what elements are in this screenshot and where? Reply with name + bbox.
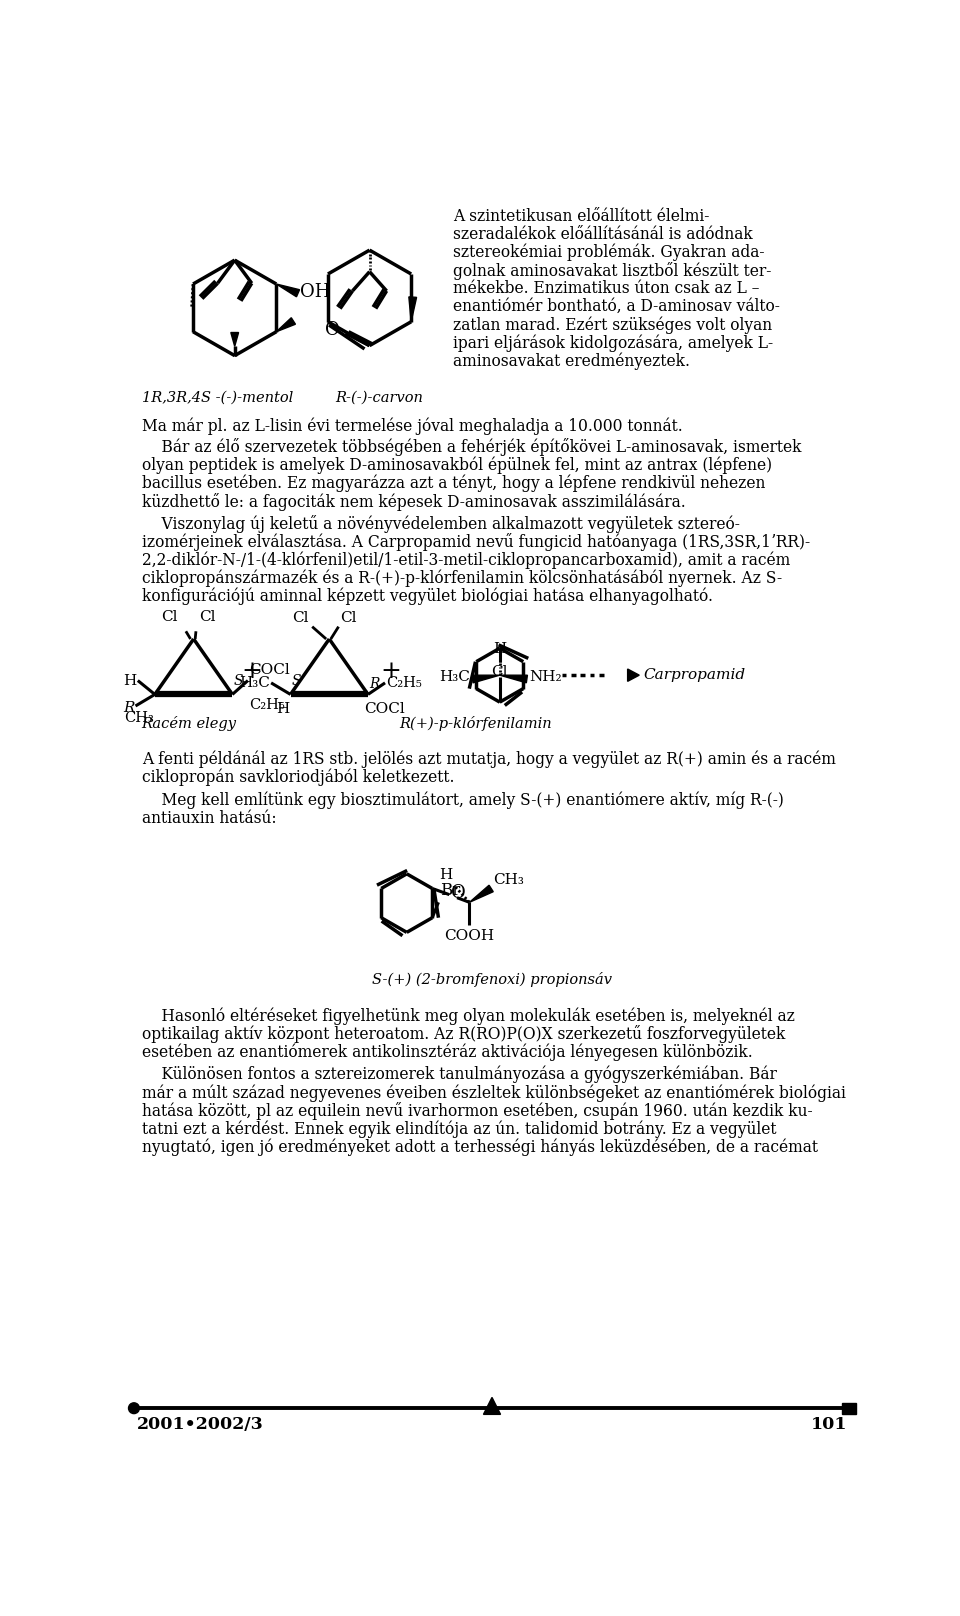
Text: A szintetikusan előállított élelmi-: A szintetikusan előállított élelmi- <box>453 208 709 225</box>
Text: COOH: COOH <box>444 929 494 942</box>
Text: OH: OH <box>300 283 330 301</box>
Text: H₃C: H₃C <box>440 671 470 685</box>
Text: S-(+) (2-bromfenoxi) propionsáv: S-(+) (2-bromfenoxi) propionsáv <box>372 973 612 987</box>
Text: Br: Br <box>440 882 460 898</box>
Text: S: S <box>234 674 244 688</box>
Text: R: R <box>370 677 380 690</box>
Text: R-(-)-carvon: R-(-)-carvon <box>335 391 423 404</box>
Text: aminosavakat eredményeztek.: aminosavakat eredményeztek. <box>453 352 690 370</box>
Text: C₂H₅: C₂H₅ <box>250 698 285 713</box>
Text: +: + <box>381 659 401 684</box>
Polygon shape <box>409 297 417 322</box>
Text: COCl: COCl <box>250 664 290 677</box>
Text: R(+)-p-klórfenilamin: R(+)-p-klórfenilamin <box>399 716 552 730</box>
Text: CH₃: CH₃ <box>125 711 155 726</box>
Text: sztereokémiai problémák. Gyakran ada-: sztereokémiai problémák. Gyakran ada- <box>453 244 765 262</box>
Text: H: H <box>276 701 289 716</box>
Text: Cl: Cl <box>199 609 216 624</box>
Text: H: H <box>439 868 452 882</box>
Text: CH₃: CH₃ <box>492 873 523 887</box>
Text: tatni ezt a kérdést. Ennek egyik elindítója az ún. talidomid botrány. Ez a vegyü: tatni ezt a kérdést. Ennek egyik elindít… <box>142 1120 777 1138</box>
Text: Viszonylag új keletű a növényvédelemben alkalmazott vegyületek sztereó-: Viszonylag új keletű a növényvédelemben … <box>142 516 739 533</box>
Text: 1R,3R,4S -(-)-mentol: 1R,3R,4S -(-)-mentol <box>142 391 293 404</box>
Polygon shape <box>472 675 500 684</box>
Polygon shape <box>469 886 493 902</box>
Text: izomérjeinek elválasztása. A Carpropamid nevű fungicid hatóanyaga (1RS,3SR,1ʼRR): izomérjeinek elválasztása. A Carpropamid… <box>142 533 810 551</box>
Polygon shape <box>500 675 527 684</box>
Text: Cl: Cl <box>161 609 179 624</box>
Text: H: H <box>123 674 136 687</box>
Polygon shape <box>230 333 239 346</box>
Text: enantiómér bontható, a D-aminosav válto-: enantiómér bontható, a D-aminosav válto- <box>453 299 780 315</box>
Text: nyugtató, igen jó eredményeket adott a terhességi hányás leküzdésében, de a racé: nyugtató, igen jó eredményeket adott a t… <box>142 1138 818 1155</box>
Text: H: H <box>493 642 506 656</box>
Text: szeradalékok előállításánál is adódnak: szeradalékok előállításánál is adódnak <box>453 226 753 242</box>
Polygon shape <box>484 1398 500 1414</box>
Text: ciklopropán savkloriodjából keletkezett.: ciklopropán savkloriodjából keletkezett. <box>142 769 454 787</box>
Polygon shape <box>628 669 639 682</box>
Text: H₃C: H₃C <box>239 675 270 690</box>
Text: Cl: Cl <box>492 666 508 679</box>
Text: 2001•2002/3: 2001•2002/3 <box>137 1416 264 1433</box>
Text: 2,2-diklór-N-/1-(4-klórfenil)etil/1-etil-3-metil-ciklopropancarboxamid), amit a : 2,2-diklór-N-/1-(4-klórfenil)etil/1-etil… <box>142 551 790 569</box>
Text: Különösen fontos a sztereizomerek tanulmányozása a gyógyszerkémiában. Bár: Különösen fontos a sztereizomerek tanulm… <box>142 1067 777 1083</box>
Text: COCl: COCl <box>364 701 405 716</box>
Text: Cl: Cl <box>340 611 356 625</box>
Text: optikailag aktív központ heteroatom. Az R(RO)P(O)X szerkezetű foszforvegyületek: optikailag aktív központ heteroatom. Az … <box>142 1025 785 1044</box>
Text: O: O <box>324 322 339 339</box>
Text: bacillus esetében. Ez magyarázza azt a tényt, hogy a lépfene rendkivül nehezen: bacillus esetében. Ez magyarázza azt a t… <box>142 475 765 493</box>
Text: Ma már pl. az L-lisin évi termelése jóval meghaladja a 10.000 tonnát.: Ma már pl. az L-lisin évi termelése jóva… <box>142 417 683 435</box>
Text: 101: 101 <box>810 1416 847 1433</box>
Polygon shape <box>276 284 300 297</box>
Text: S: S <box>292 674 301 688</box>
Text: A fenti példánál az 1RS stb. jelölés azt mutatja, hogy a vegyület az R(+) amin é: A fenti példánál az 1RS stb. jelölés azt… <box>142 750 835 768</box>
Text: Bár az élő szervezetek többségében a fehérjék építőkövei L-aminosavak, ismertek: Bár az élő szervezetek többségében a feh… <box>142 438 802 456</box>
Text: Cl: Cl <box>293 611 309 625</box>
Text: Carpropamid: Carpropamid <box>643 667 745 682</box>
Text: zatlan marad. Ezért szükséges volt olyan: zatlan marad. Ezért szükséges volt olyan <box>453 317 773 335</box>
Text: ipari eljárások kidolgozására, amelyek L-: ipari eljárások kidolgozására, amelyek L… <box>453 335 774 352</box>
Text: golnak aminosavakat lisztből készült ter-: golnak aminosavakat lisztből készült ter… <box>453 262 772 280</box>
Text: ciklopropánszármazék és a R-(+)-p-klórfenilamin kölcsönhatásából nyernek. Az S-: ciklopropánszármazék és a R-(+)-p-klórfe… <box>142 570 781 587</box>
Text: olyan peptidek is amelyek D-aminosavakból épülnek fel, mint az antrax (lépfene): olyan peptidek is amelyek D-aminosavakbó… <box>142 456 772 473</box>
Text: R: R <box>123 701 134 714</box>
Text: +: + <box>241 659 262 684</box>
Text: esetében az enantiómerek antikolinsztéráz aktivációja lényegesen különbözik.: esetében az enantiómerek antikolinsztérá… <box>142 1044 753 1060</box>
Circle shape <box>129 1403 139 1414</box>
Text: hatása között, pl az equilein nevű ivarhormon esetében, csupán 1960. után kezdik: hatása között, pl az equilein nevű ivarh… <box>142 1102 812 1120</box>
Polygon shape <box>276 318 296 331</box>
Text: küzdhettő le: a fagociták nem képesek D-aminosavak asszimilálására.: küzdhettő le: a fagociták nem képesek D-… <box>142 493 685 511</box>
Text: konfigurációjú aminnal képzett vegyület biológiai hatása elhanyagolható.: konfigurációjú aminnal képzett vegyület … <box>142 588 712 606</box>
Text: Racém elegy: Racém elegy <box>142 716 237 730</box>
Text: Meg kell említünk egy biosztimulátort, amely S-(+) enantiómere aktív, míg R-(-): Meg kell említünk egy biosztimulátort, a… <box>142 792 783 810</box>
Text: mékekbe. Enzimatikus úton csak az L –: mékekbe. Enzimatikus úton csak az L – <box>453 280 759 297</box>
Text: NH₂: NH₂ <box>529 671 562 685</box>
Text: Hasonló eltéréseket figyelhetünk meg olyan molekulák esetében is, melyeknél az: Hasonló eltéréseket figyelhetünk meg oly… <box>142 1007 795 1025</box>
Text: antiauxin hatású:: antiauxin hatású: <box>142 810 276 826</box>
Bar <box>842 1403 856 1414</box>
Text: már a múlt század negyevenes éveiben észleltek különbségeket az enantiómérek bio: már a múlt század negyevenes éveiben ész… <box>142 1084 846 1102</box>
Text: C₂H₅: C₂H₅ <box>387 675 422 690</box>
Text: O: O <box>451 884 466 902</box>
